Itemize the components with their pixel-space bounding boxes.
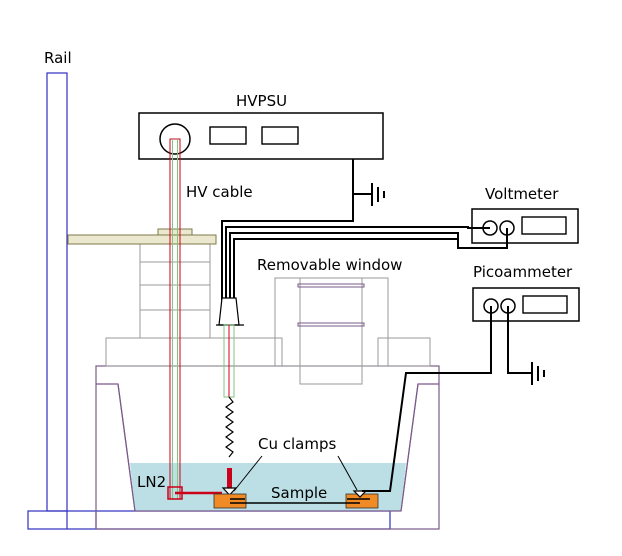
ln2-bath bbox=[130, 463, 406, 511]
cu-clamp-right bbox=[345, 493, 379, 509]
hvpsu-display-2 bbox=[261, 126, 299, 145]
cryostat-inner-wall bbox=[117, 383, 419, 512]
removable-window-label: Removable window bbox=[257, 256, 402, 274]
voltmeter-label: Voltmeter bbox=[485, 185, 559, 203]
picoammeter-ground bbox=[507, 306, 545, 385]
cu-clamps-label: Cu clamps bbox=[258, 435, 336, 453]
rail-post bbox=[46, 72, 68, 512]
picoammeter-box bbox=[472, 287, 580, 322]
picoammeter-unit bbox=[472, 287, 580, 322]
rail-base bbox=[27, 510, 391, 530]
voltmeter-display bbox=[521, 216, 567, 235]
hvpsu-label: HVPSU bbox=[236, 92, 287, 110]
spring-icon bbox=[224, 396, 235, 458]
hvpsu-connector bbox=[159, 123, 191, 155]
voltmeter-unit bbox=[471, 208, 579, 244]
hvpsu-box bbox=[138, 112, 384, 160]
hvpsu-unit bbox=[138, 112, 384, 160]
sample-label: Sample bbox=[271, 484, 327, 502]
voltmeter-box bbox=[471, 208, 579, 244]
cu-clamps-leader-left bbox=[233, 455, 263, 492]
voltmeter-cables bbox=[221, 194, 508, 300]
rail-label: Rail bbox=[44, 49, 72, 67]
feedthrough-cap bbox=[157, 228, 193, 236]
hvpsu-ground bbox=[352, 159, 385, 206]
picoammeter-label: Picoammeter bbox=[473, 263, 573, 281]
cu-clamp-left bbox=[213, 493, 247, 509]
ln2-label: LN2 bbox=[137, 473, 166, 491]
probe-feedthrough bbox=[216, 297, 244, 496]
mounting-plate bbox=[67, 234, 217, 245]
cu-clamps-leader-right bbox=[337, 455, 358, 491]
hv-cable-label: HV cable bbox=[186, 183, 253, 201]
hv-cable bbox=[167, 138, 183, 500]
picoammeter-cable bbox=[362, 306, 492, 492]
rail bbox=[27, 72, 391, 530]
probe-tip bbox=[227, 468, 232, 488]
removable-window bbox=[274, 277, 431, 385]
hvpsu-display-1 bbox=[209, 126, 247, 145]
left-flange-stack bbox=[105, 243, 283, 367]
picoammeter-display bbox=[522, 295, 568, 314]
